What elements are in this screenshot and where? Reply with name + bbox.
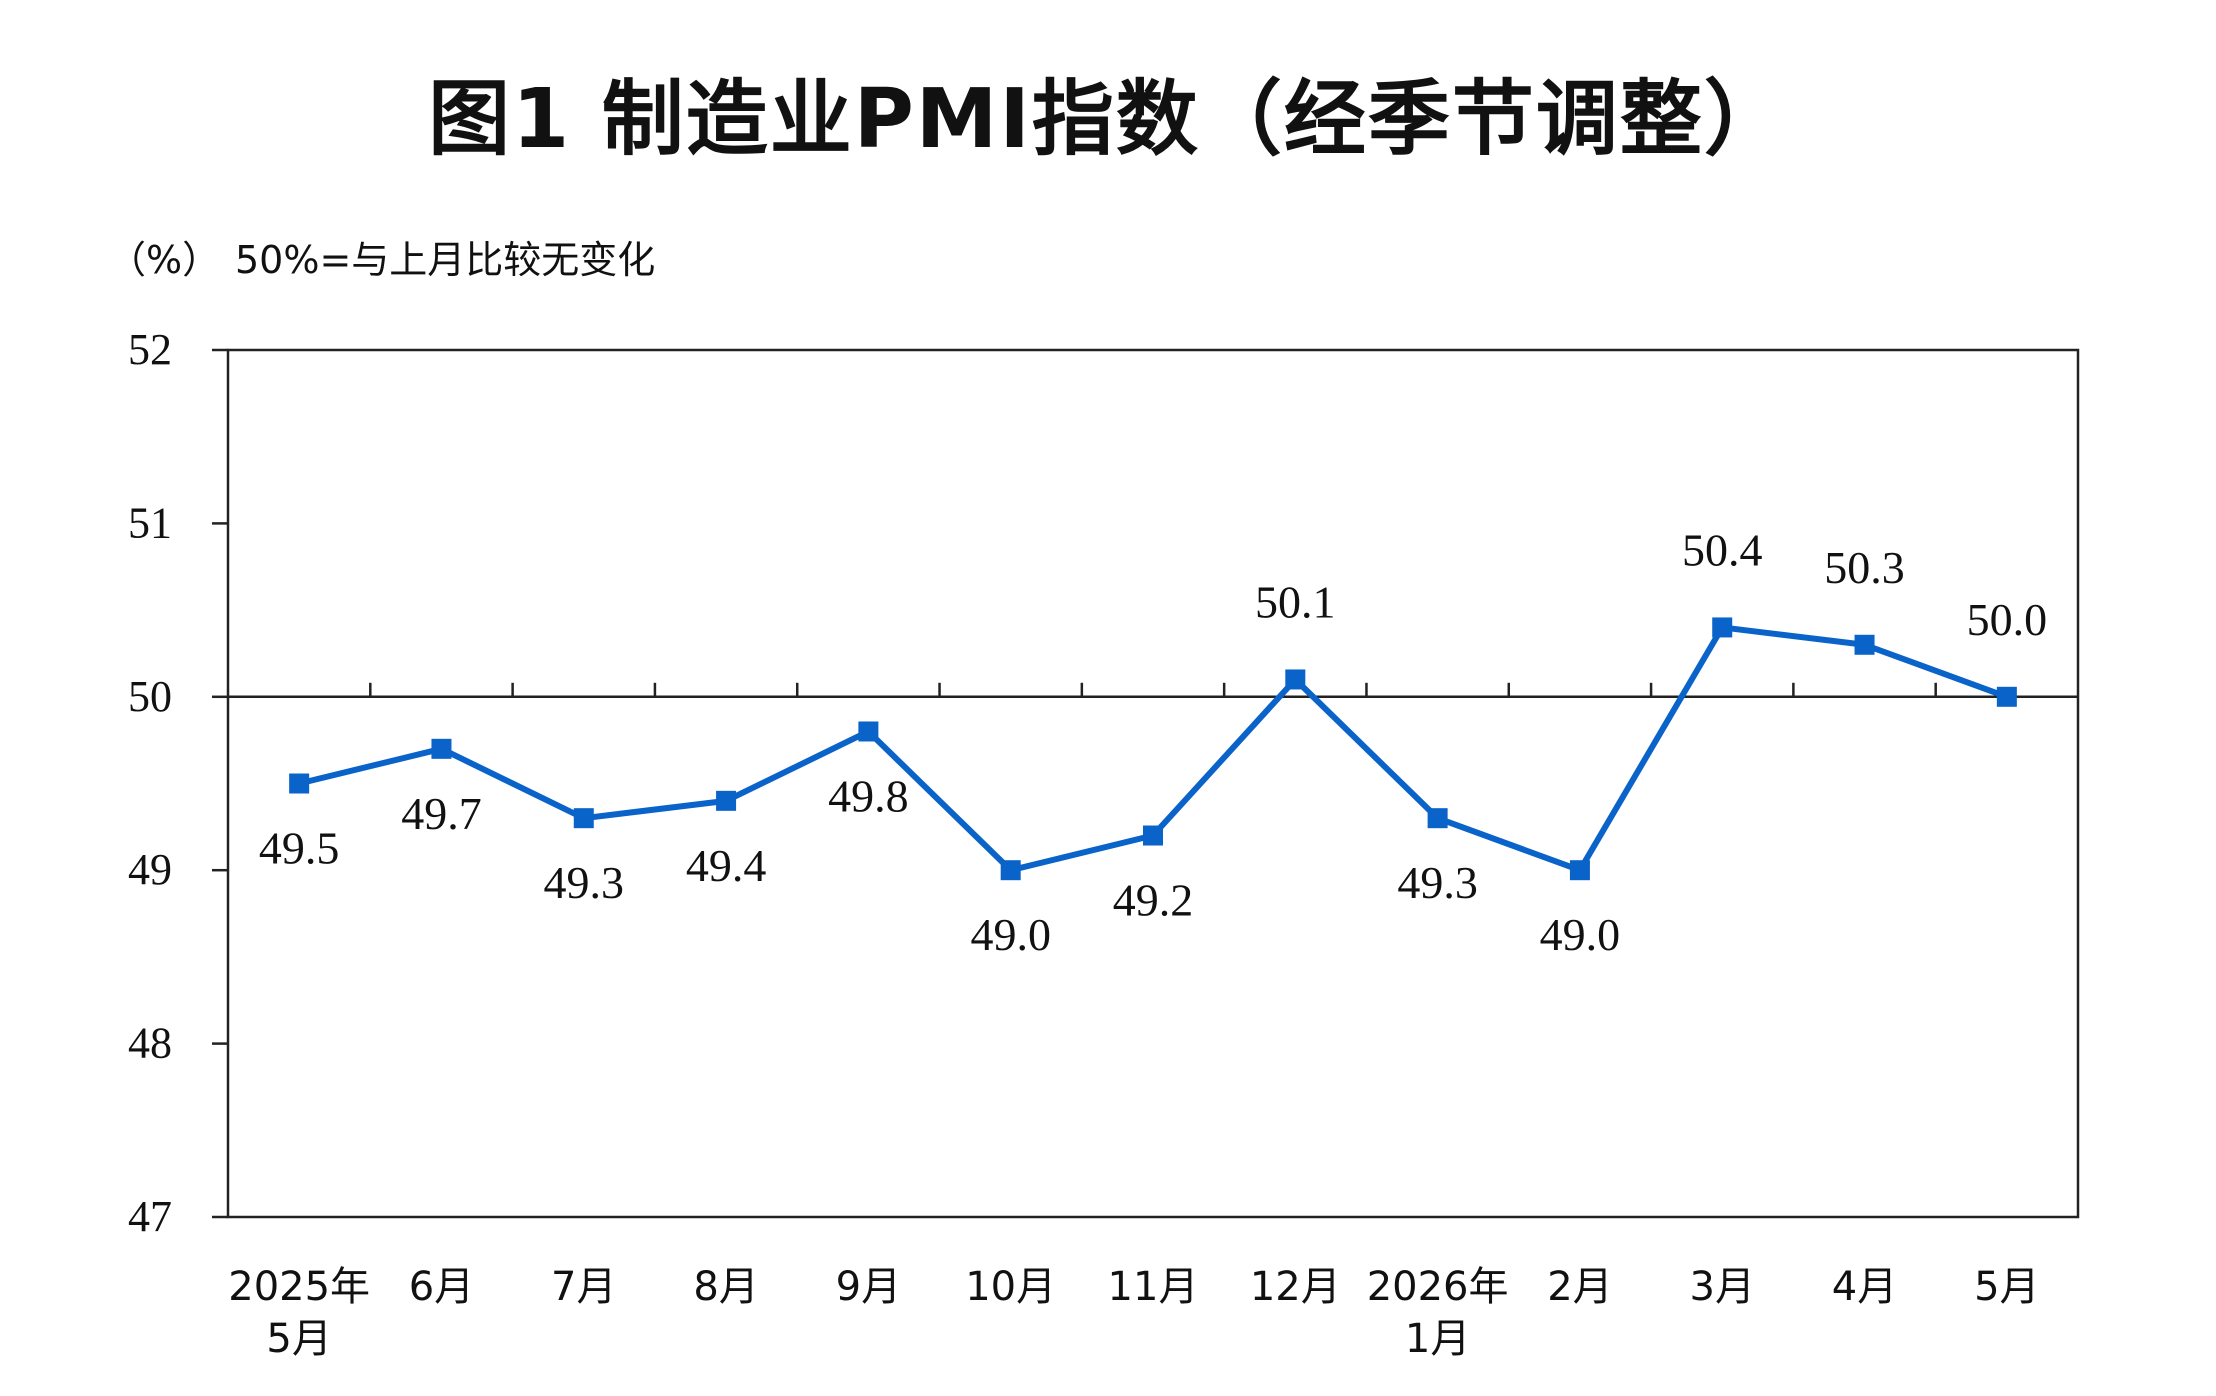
x-tick-label: 2026年 1月 [1367,1264,1509,1362]
x-tick-label-line: 9月 [836,1264,901,1310]
y-tick-label: 48 [128,1019,172,1068]
x-tick-label-line: 5月 [266,1316,331,1362]
data-point-marker [1569,860,1590,881]
data-point-marker [1285,669,1306,690]
chart-title: 图1 制造业PMI指数（经季节调整） [428,72,1788,167]
x-tick-label: 5月 [1974,1264,2039,1310]
data-point-marker [716,790,737,811]
data-label: 49.5 [259,823,340,874]
x-tick-label-line: 7月 [551,1264,616,1310]
x-tick-label-line: 2025年 [228,1264,370,1310]
x-tick-label-line: 5月 [1974,1264,2039,1310]
baseline-note: 50%=与上月比较无变化 [235,238,655,282]
x-tick-label: 4月 [1832,1264,1897,1310]
data-label: 49.0 [970,909,1051,960]
data-label: 50.1 [1255,576,1336,627]
data-label: 49.3 [544,857,625,908]
y-tick-label: 50 [128,672,172,721]
plot-frame [226,348,2080,1219]
x-tick-label-line: 8月 [693,1264,758,1310]
data-point-marker [431,738,452,759]
data-label: 49.7 [401,788,482,839]
data-label: 50.3 [1824,542,1905,593]
data-label: 49.8 [828,770,909,821]
y-tick-label: 52 [128,325,172,374]
x-tick-label-line: 4月 [1832,1264,1897,1310]
data-point-marker [1712,617,1733,638]
x-tick-label: 6月 [409,1264,474,1310]
x-tick-label: 10月 [965,1264,1056,1310]
y-tick-label: 49 [128,845,172,894]
x-tick-label-line: 10月 [965,1264,1056,1310]
data-label: 49.0 [1540,909,1621,960]
x-tick-label: 12月 [1250,1264,1341,1310]
x-tick-label-line: 1月 [1405,1316,1470,1362]
data-point-marker [858,721,879,742]
y-tick-label: 51 [128,498,172,547]
y-tick-label: 47 [128,1192,172,1241]
data-point-marker [573,808,594,829]
x-tick-label: 3月 [1690,1264,1755,1310]
x-tick-label: 2025年 5月 [228,1264,370,1362]
data-point-marker [289,773,310,794]
data-point-marker [1143,825,1163,846]
data-point-marker [1427,808,1448,829]
x-tick-label-line: 3月 [1690,1264,1755,1310]
data-point-marker [1996,686,2017,707]
x-tick-label-line: 6月 [409,1264,474,1310]
data-label: 50.0 [1967,594,2048,645]
data-point-marker [1854,634,1875,655]
x-tick-label-line: 2026年 [1367,1264,1509,1310]
x-tick-label: 7月 [551,1264,616,1310]
y-unit-label: （%） [108,238,220,282]
x-tick-label: 9月 [836,1264,901,1310]
x-tick-label: 8月 [693,1264,758,1310]
x-tick-label-line: 12月 [1250,1264,1341,1310]
data-label: 49.4 [686,840,767,891]
x-tick-label: 11月 [1108,1264,1199,1310]
x-tick-label-line: 2月 [1547,1264,1612,1310]
data-point-marker [1000,860,1021,881]
x-tick-label: 2月 [1547,1264,1612,1310]
data-label: 50.4 [1682,524,1763,575]
data-label: 49.3 [1397,857,1478,908]
data-label: 49.2 [1113,875,1194,926]
x-tick-label-line: 11月 [1108,1264,1199,1310]
